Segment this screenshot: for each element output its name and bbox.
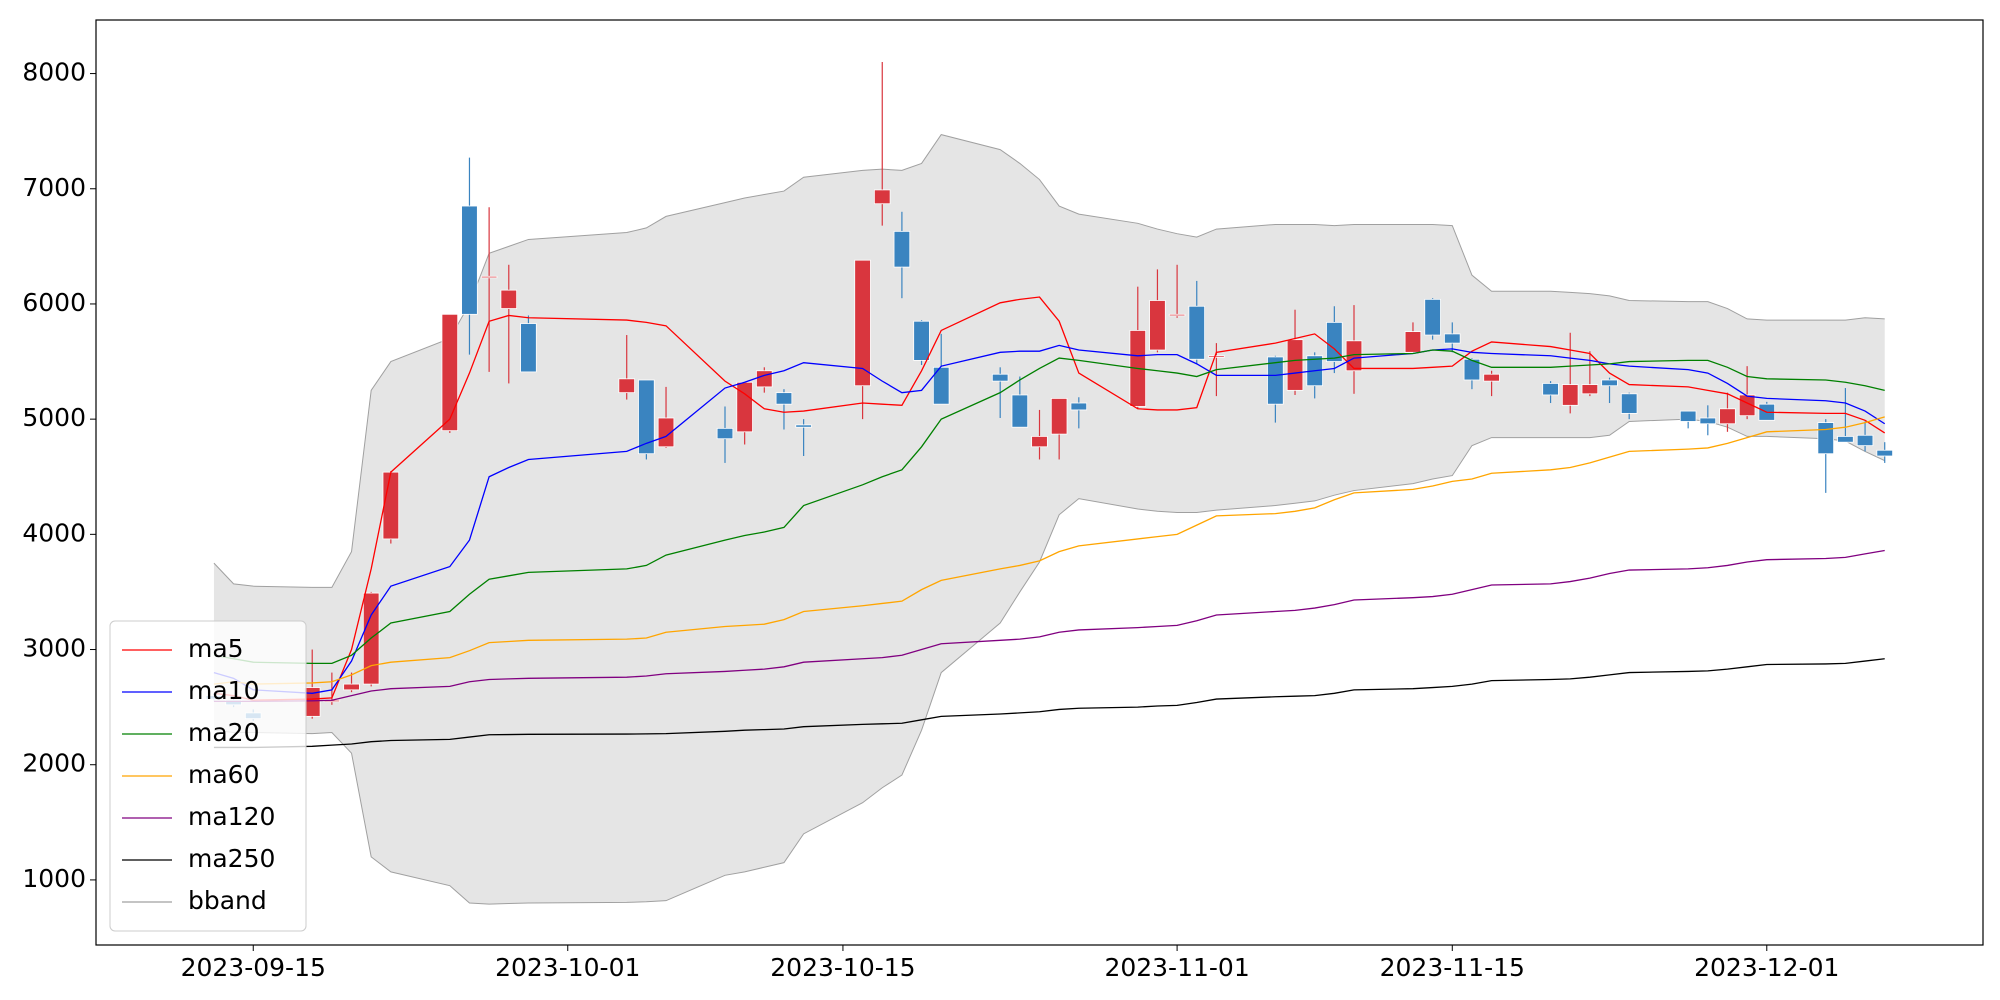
legend-label: ma20: [188, 718, 259, 747]
candle-body: [1070, 402, 1088, 411]
candle-body: [775, 392, 793, 405]
candle-body: [873, 189, 891, 205]
ma-line: [213, 549, 1885, 703]
legend-label: ma120: [188, 802, 275, 831]
candle-body: [932, 366, 950, 405]
candle-body: [382, 471, 400, 540]
candle-body: [657, 417, 675, 448]
candle-body: [1601, 379, 1618, 387]
candle-body: [1326, 321, 1343, 362]
candle-body: [1856, 434, 1874, 447]
candle-body: [1542, 383, 1559, 396]
candle-body: [1876, 449, 1893, 457]
y-tick-label: 4000: [22, 518, 86, 547]
candle-body: [1679, 410, 1697, 422]
candle-body: [343, 683, 360, 691]
legend: ma5 ma10 ma20 ma60 ma120 ma250 bband: [109, 620, 307, 932]
candle-body: [1444, 333, 1461, 344]
candle-body: [795, 424, 812, 428]
band-fill: [213, 134, 1885, 905]
band-lower: [213, 418, 1885, 905]
legend-label: ma250: [188, 844, 275, 873]
candle-body: [461, 205, 478, 315]
candle-body: [1208, 355, 1225, 358]
candle-body: [441, 313, 459, 432]
y-tick-label: 2000: [22, 749, 86, 778]
x-tick-label: 2023-12-01: [1694, 953, 1839, 982]
x-tick-label: 2023-11-15: [1380, 953, 1525, 982]
legend-box: [109, 620, 307, 932]
plot-area: [205, 62, 1893, 905]
candle-body: [618, 378, 635, 394]
candle-body: [854, 259, 871, 387]
candle-body: [1286, 339, 1304, 391]
candle-body: [1011, 394, 1029, 428]
y-tick-label: 3000: [22, 634, 86, 663]
candle-body: [1581, 384, 1599, 395]
legend-label: ma10: [188, 676, 259, 705]
candle-body: [1719, 408, 1736, 425]
candle-body: [716, 427, 734, 440]
candle-body: [1699, 417, 1717, 425]
candle-body: [1267, 356, 1284, 405]
ma-line: [213, 658, 1885, 749]
candle-body: [1483, 373, 1500, 382]
legend-label: ma5: [188, 634, 244, 663]
candle-body: [1738, 394, 1756, 417]
x-tick-label: 2023-10-01: [495, 953, 640, 982]
x-tick-label: 2023-09-15: [181, 953, 326, 982]
candle-body: [1463, 358, 1481, 381]
candle-body: [756, 370, 773, 388]
axes-frame: [95, 19, 1984, 946]
legend-label: bband: [188, 886, 267, 915]
candle-body: [1620, 393, 1638, 414]
y-tick-label: 8000: [22, 58, 86, 87]
candle-body: [1424, 298, 1441, 336]
band-upper: [213, 134, 1885, 588]
legend-label: ma60: [188, 760, 259, 789]
candle-body: [1168, 313, 1186, 317]
y-tick-label: 1000: [22, 864, 86, 893]
candle-body: [638, 379, 655, 455]
candle-body: [1149, 300, 1166, 351]
x-tick-label: 2023-11-01: [1104, 953, 1249, 982]
candle-body: [1404, 331, 1422, 353]
candle-body: [500, 289, 518, 309]
candle-body: [1050, 398, 1068, 435]
candle-body: [480, 275, 498, 279]
ma-line: [213, 349, 1885, 665]
y-tick-label: 5000: [22, 403, 86, 432]
y-tick-label: 7000: [22, 173, 86, 202]
candle-body: [913, 320, 930, 361]
candle-body: [1817, 422, 1835, 455]
candle-body: [1561, 384, 1579, 406]
candle-body: [991, 373, 1009, 382]
candle-body: [520, 323, 537, 373]
x-tick-label: 2023-10-15: [770, 953, 915, 982]
candle-body: [1188, 305, 1206, 360]
candle-body: [893, 230, 911, 268]
ma-line: [213, 344, 1886, 694]
candle-body: [1837, 436, 1854, 443]
y-tick-label: 6000: [22, 288, 86, 317]
ma-line: [213, 416, 1885, 685]
candle-body: [1031, 436, 1048, 448]
